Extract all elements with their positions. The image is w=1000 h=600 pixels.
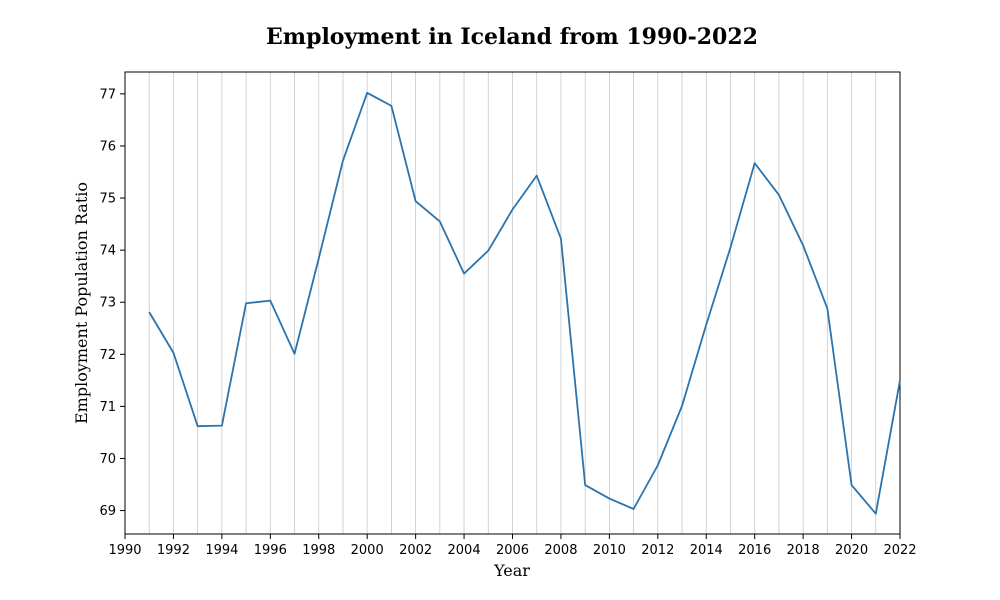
- x-axis-ticks: 1990 1992 1994 1996 1998 2000 2002 2004 2006 2008…: [108, 534, 917, 558]
- data-point: [437, 219, 442, 224]
- y-tick-label: 69: [99, 504, 116, 519]
- data-point: [510, 207, 515, 212]
- x-tick-label: 2002: [399, 543, 432, 558]
- data-point: [898, 378, 903, 383]
- y-tick-label: 72: [99, 348, 116, 363]
- x-axis-label: Year: [493, 561, 530, 580]
- data-point: [147, 310, 152, 315]
- data-point: [171, 350, 176, 355]
- y-tick-label: 74: [99, 244, 116, 259]
- x-tick-label: 1990: [108, 543, 141, 558]
- x-tick-label: 2000: [351, 543, 384, 558]
- data-point: [583, 483, 588, 488]
- y-axis-ticks: 69 70 71 72 73 74 75 76 77: [99, 87, 125, 519]
- data-point: [268, 298, 273, 303]
- x-tick-label: 2010: [593, 543, 626, 558]
- data-point: [776, 192, 781, 197]
- data-point: [752, 161, 757, 166]
- data-point: [801, 243, 806, 248]
- y-tick-label: 77: [99, 87, 116, 102]
- data-point: [340, 158, 345, 163]
- data-point: [558, 236, 563, 241]
- data-point: [413, 199, 418, 204]
- x-tick-label: 2022: [883, 543, 916, 558]
- x-tick-label: 1998: [302, 543, 335, 558]
- y-tick-label: 70: [99, 452, 116, 467]
- chart-title: Employment in Iceland from 1990-2022: [266, 24, 758, 50]
- data-point: [873, 511, 878, 516]
- data-point: [534, 173, 539, 178]
- data-point: [825, 306, 830, 311]
- data-point: [292, 351, 297, 356]
- x-tick-label: 2008: [544, 543, 577, 558]
- data-point: [462, 271, 467, 276]
- series-line: [148, 91, 901, 515]
- x-tick-label: 1992: [157, 543, 190, 558]
- y-tick-label: 71: [99, 400, 116, 415]
- data-point: [486, 248, 491, 253]
- y-tick-label: 75: [99, 192, 116, 207]
- data-point: [607, 496, 612, 501]
- grid-lines: [124, 72, 901, 534]
- y-tick-label: 76: [99, 139, 116, 154]
- data-point: [244, 301, 249, 306]
- x-tick-label: 2018: [787, 543, 820, 558]
- x-tick-label: 2004: [448, 543, 481, 558]
- data-point: [631, 506, 636, 511]
- data-point: [389, 103, 394, 108]
- data-point: [195, 424, 200, 429]
- y-tick-label: 73: [99, 296, 116, 311]
- x-tick-label: 2006: [496, 543, 529, 558]
- x-tick-label: 1994: [205, 543, 238, 558]
- data-point: [704, 322, 709, 327]
- data-point: [655, 463, 660, 468]
- x-tick-label: 2016: [738, 543, 771, 558]
- x-tick-label: 2020: [835, 543, 868, 558]
- data-point: [728, 245, 733, 250]
- data-point: [849, 483, 854, 488]
- series-group: [147, 90, 903, 516]
- data-point: [219, 423, 224, 428]
- data-point: [680, 403, 685, 408]
- data-point: [316, 256, 321, 261]
- x-tick-label: 1996: [254, 543, 287, 558]
- x-tick-label: 2014: [690, 543, 723, 558]
- y-axis-label: Employment Population Ratio: [72, 182, 91, 424]
- x-tick-label: 2012: [641, 543, 674, 558]
- data-point: [365, 90, 370, 95]
